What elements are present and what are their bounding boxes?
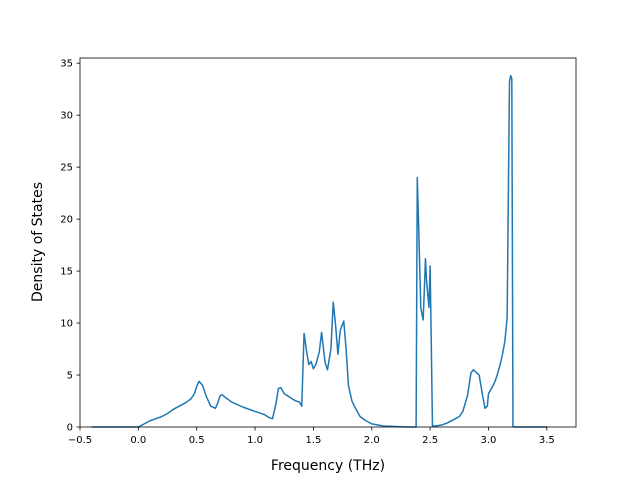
y-tick-label: 30	[60, 111, 73, 122]
series-line	[91, 74, 547, 428]
x-tick-label: 2.5	[422, 435, 438, 446]
plot-area	[79, 57, 577, 428]
x-tick-label: 1.0	[247, 435, 263, 446]
y-tick-label: 10	[60, 319, 73, 330]
x-tick-label: 3.0	[481, 435, 497, 446]
x-tick-label: 0.0	[130, 435, 146, 446]
y-tick-label: 15	[60, 267, 73, 278]
x-tick-label: 1.5	[305, 435, 321, 446]
x-axis-label: Frequency (THz)	[271, 458, 385, 474]
y-tick-label: 25	[60, 163, 73, 174]
y-axis-label: Density of States	[30, 182, 46, 302]
y-tick-label: 5	[67, 371, 73, 382]
x-tick-label: −0.5	[68, 435, 92, 446]
x-tick-label: 0.5	[189, 435, 205, 446]
y-tick-label: 35	[60, 59, 73, 70]
axes-frame	[79, 57, 577, 428]
x-tick-label: 3.5	[539, 435, 555, 446]
y-axis-ticks: 0 5 10 15 20 25 30 35	[60, 59, 80, 434]
y-tick-label: 0	[67, 423, 73, 434]
y-tick-label: 20	[60, 215, 73, 226]
x-axis-ticks: −0.5 0.0 0.5 1.0 1.5 2.0 2.5 3.0 3.5	[68, 427, 555, 446]
x-tick-label: 2.0	[364, 435, 380, 446]
